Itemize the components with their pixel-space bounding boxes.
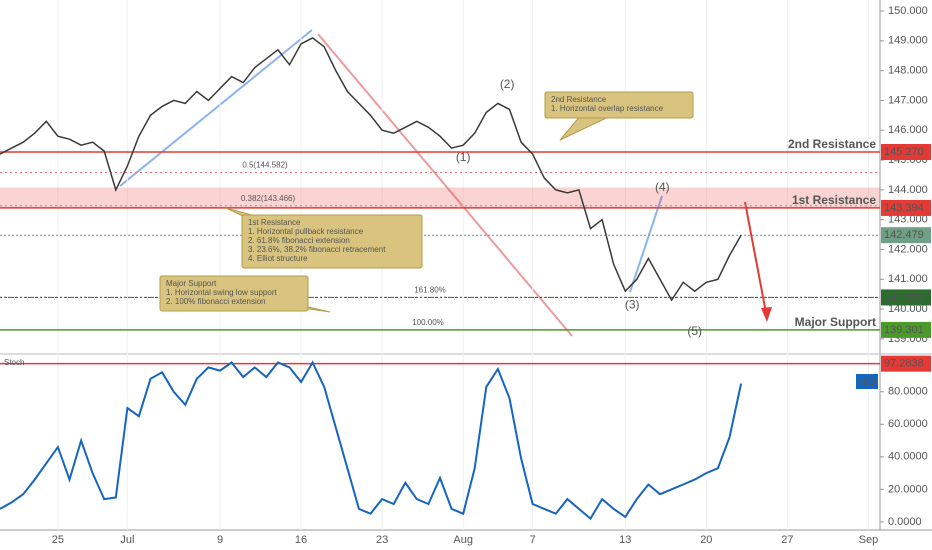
price-label-box bbox=[881, 321, 931, 338]
price-line bbox=[0, 37, 742, 302]
price-label: 140.391 bbox=[884, 291, 924, 303]
y-tick-label: 143.000 bbox=[888, 214, 928, 226]
series-label-box bbox=[856, 374, 878, 389]
fib-label: 100.00% bbox=[412, 318, 444, 327]
fib-label: 0.5(144.582) bbox=[242, 161, 288, 170]
pane-title: Stoch bbox=[4, 358, 24, 367]
x-tick-label: 9 bbox=[217, 534, 223, 546]
price-label: 142.479 bbox=[884, 229, 924, 241]
y-tick-label: 142.000 bbox=[888, 243, 928, 255]
fib-label: 0.382(143.466) bbox=[241, 194, 296, 203]
arrow-head bbox=[761, 307, 772, 322]
fib-label: 161.80% bbox=[414, 286, 446, 295]
price-label-box bbox=[881, 227, 931, 244]
callout-box bbox=[159, 275, 309, 312]
price-label-box bbox=[881, 355, 931, 372]
wave-label: (1) bbox=[456, 150, 471, 164]
forecast-arrow bbox=[744, 201, 768, 319]
callout-text: 1. Horizontal pullback resistance bbox=[248, 227, 364, 236]
price-label-box bbox=[881, 289, 931, 306]
price-label-box bbox=[881, 144, 931, 161]
wave-label: (2) bbox=[500, 77, 515, 91]
x-tick-label: Jul bbox=[120, 534, 134, 546]
y-tick-label: 0.0000 bbox=[888, 516, 922, 528]
x-tick-label: 23 bbox=[376, 534, 388, 546]
y-tick-label: 144.000 bbox=[888, 184, 928, 196]
callout-text: 2. 100% fibonacci extension bbox=[166, 297, 266, 306]
callout-text: 1st Resistance bbox=[248, 218, 301, 227]
x-tick-label: 27 bbox=[781, 534, 793, 546]
y-tick-label: 140.000 bbox=[888, 303, 928, 315]
x-tick-label: 16 bbox=[295, 534, 307, 546]
plot-layer bbox=[119, 29, 772, 337]
price-label: 143.394 bbox=[884, 202, 924, 214]
wave-label: (4) bbox=[655, 180, 670, 194]
callout-box bbox=[544, 91, 694, 119]
level-name: 2nd Resistance bbox=[788, 137, 876, 151]
y-tick-label: 80.0000 bbox=[888, 386, 928, 398]
y-tick-label: 40.0000 bbox=[888, 451, 928, 463]
callout-text: 2nd Resistance bbox=[551, 95, 607, 104]
price-label: 97.2838 bbox=[884, 358, 924, 370]
wave-label: (3) bbox=[625, 297, 640, 311]
x-tick-label: 13 bbox=[619, 534, 631, 546]
y-tick-label: 150.000 bbox=[888, 5, 928, 17]
callout-text: 2. 61.8% fibonacci extension bbox=[248, 236, 350, 245]
callout-text: 1. Horizontal swing low support bbox=[166, 288, 277, 297]
resistance-zone bbox=[0, 187, 880, 208]
y-tick-label: 60.0000 bbox=[888, 418, 928, 430]
callout-text: 3. 23.6%, 38.2% fibonacci retracement bbox=[248, 245, 386, 254]
x-tick-label: 7 bbox=[530, 534, 536, 546]
level-name: 1st Resistance bbox=[792, 193, 876, 207]
x-tick-label: Sep bbox=[859, 534, 879, 546]
stoch-line bbox=[0, 360, 743, 521]
y-tick-label: 146.000 bbox=[888, 124, 928, 136]
y-tick-label: 149.000 bbox=[888, 35, 928, 47]
callout-text: 1. Horizontal overlap resistance bbox=[551, 104, 664, 113]
series-label: %D bbox=[858, 376, 876, 388]
x-tick-label: Aug bbox=[453, 534, 473, 546]
trend-arrow bbox=[317, 33, 573, 337]
price-label: 145.270 bbox=[884, 146, 924, 158]
y-tick-label: 20.0000 bbox=[888, 483, 928, 495]
x-tick-label: 20 bbox=[700, 534, 712, 546]
y-tick-label: 148.000 bbox=[888, 65, 928, 77]
wave-label: (5) bbox=[687, 324, 702, 338]
price-label-box bbox=[881, 199, 931, 216]
price-label: 139.301 bbox=[884, 324, 924, 336]
callout-text: 4. Elliot structure bbox=[248, 254, 308, 263]
trend-arrow bbox=[119, 29, 313, 187]
callout-text: Major Support bbox=[166, 279, 217, 288]
y-tick-label: 147.000 bbox=[888, 94, 928, 106]
y-tick-label: 141.000 bbox=[888, 273, 928, 285]
callout-box bbox=[241, 214, 423, 269]
x-tick-label: 25 bbox=[52, 534, 64, 546]
level-name: Major Support bbox=[795, 315, 876, 329]
trend-arrow bbox=[629, 195, 663, 293]
